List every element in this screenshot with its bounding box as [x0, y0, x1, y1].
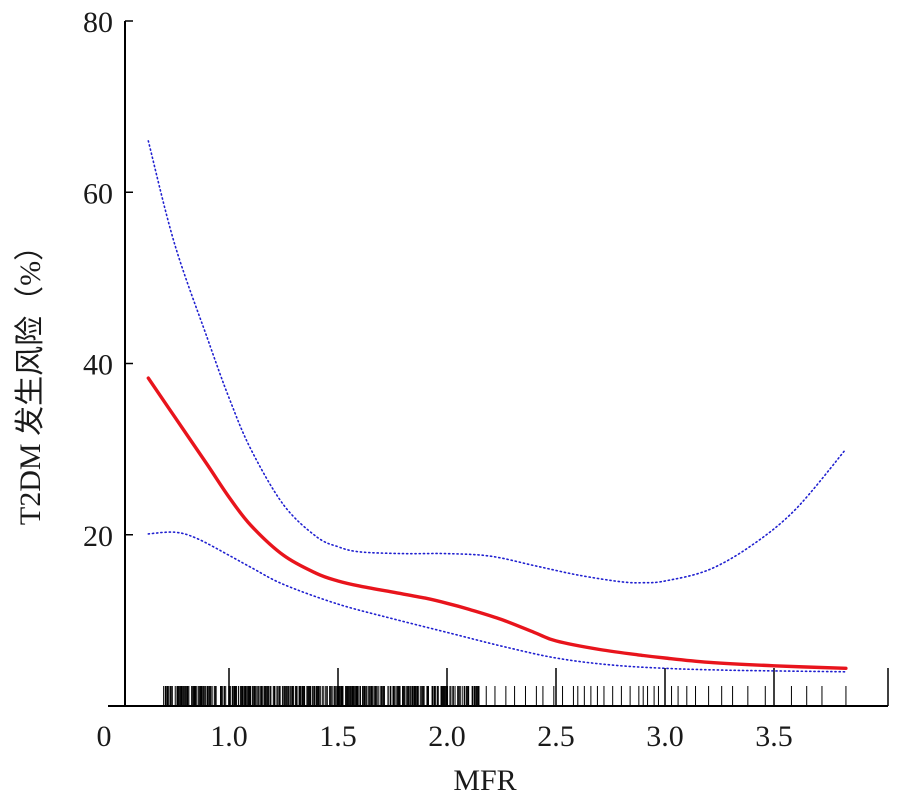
plot-lines: [146, 140, 848, 673]
x-tick-label: 3.5: [755, 720, 793, 753]
series-lower-ci: [147, 531, 847, 673]
x-ticks: 1.0 1.5 2.0 2.5 3.0 3.5: [210, 668, 889, 753]
x-tick-label: 2.5: [537, 720, 575, 753]
y-tick-label: 60: [83, 177, 113, 210]
x-tick-label: 1.0: [210, 720, 248, 753]
x-axis-title: MFR: [453, 764, 516, 797]
y-ticks: 20 40 60 80: [83, 6, 133, 553]
x-tick-label: 3.0: [646, 720, 684, 753]
origin-label: 0: [97, 720, 112, 753]
series-upper-ci: [147, 140, 847, 584]
y-tick-label: 20: [83, 520, 113, 553]
x-tick-label: 1.5: [319, 720, 357, 753]
y-tick-label: 40: [83, 349, 113, 382]
series-estimate: [146, 376, 848, 670]
rug-marks: [163, 686, 847, 706]
y-axis-title: T2DM 发生风险（%）: [14, 231, 47, 525]
x-tick-label: 2.0: [428, 720, 466, 753]
axes: [108, 21, 888, 707]
y-tick-label: 80: [83, 6, 113, 39]
